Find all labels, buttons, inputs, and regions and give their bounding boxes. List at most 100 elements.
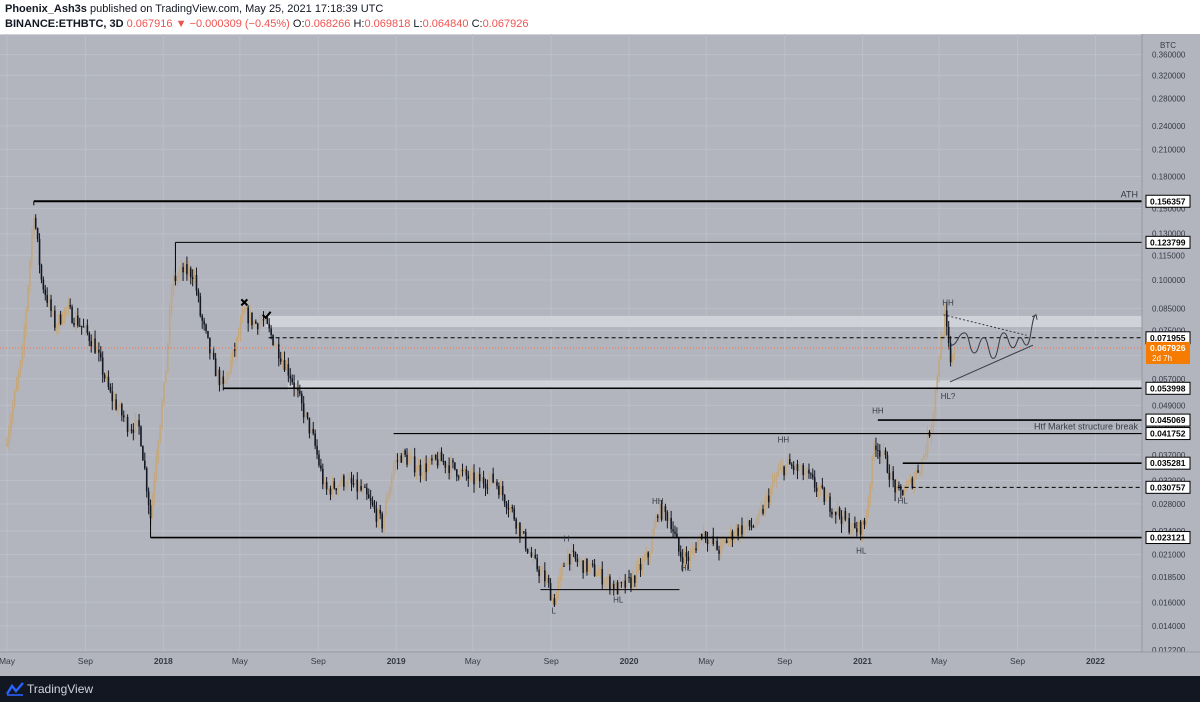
candle-body [52, 310, 54, 312]
candle-body [452, 460, 454, 463]
cross-marker-icon [240, 298, 249, 307]
published-text: published on TradingView.com, May 25, 20… [89, 3, 384, 15]
level-price-label: 0.045069 [1150, 415, 1186, 425]
candle-body [532, 554, 535, 557]
candle-body [15, 382, 18, 392]
candle-body [662, 506, 665, 520]
price-tick-label: 0.085000 [1152, 304, 1186, 313]
price-tick-label: 0.037000 [1152, 451, 1186, 460]
candle-body [894, 480, 896, 493]
check-marker-icon [261, 311, 272, 320]
current-price-tag [1146, 341, 1190, 364]
candle-body [637, 564, 640, 567]
candle-body [647, 552, 649, 558]
candle-body [781, 466, 783, 468]
candle-body [195, 275, 198, 291]
candle-body [417, 464, 420, 471]
candle-body [329, 488, 332, 495]
candle-body [794, 464, 797, 471]
candle-body [69, 305, 71, 307]
symbol-name[interactable]: BINANCE:ETHBTC, 3D [5, 18, 124, 30]
structure-label: HL [856, 547, 867, 556]
price-tick-label: 0.016000 [1152, 598, 1186, 607]
footer-brand[interactable]: TradingView [27, 682, 94, 696]
candle-body [364, 486, 366, 488]
candle-body [8, 431, 10, 445]
candle-body [421, 475, 424, 477]
publisher-name[interactable]: Phoenix_Ash3s [5, 3, 87, 15]
candle-body [632, 575, 634, 589]
candle-body [136, 420, 138, 422]
candle-body [563, 565, 565, 567]
candle-body [792, 466, 795, 471]
candle-body [193, 275, 196, 280]
candle-body [71, 306, 73, 324]
candle-body [431, 458, 433, 461]
candle-body [78, 325, 81, 327]
candle-body [256, 323, 259, 330]
candle-body [519, 522, 521, 537]
candle-body [503, 495, 506, 504]
candle-body [821, 485, 824, 488]
candle-body [513, 508, 516, 520]
candle-body [758, 513, 761, 517]
candle-body [745, 526, 747, 528]
candle-body [840, 516, 843, 524]
candle-body [358, 485, 360, 492]
candle-body [75, 315, 77, 326]
candle-body [544, 570, 546, 582]
candle-body [789, 459, 791, 465]
candle-body [490, 473, 493, 480]
candle-body [538, 569, 540, 577]
candle-body [410, 456, 412, 459]
supply-demand-zone [265, 315, 1143, 328]
candle-body [373, 504, 376, 509]
candle-body [42, 279, 45, 290]
candle-body [611, 583, 613, 591]
candle-body [521, 531, 523, 537]
candle-body [501, 485, 504, 496]
candle-body [243, 309, 246, 314]
structure-label: L [552, 607, 557, 616]
candle-body [760, 509, 762, 514]
last-price: 0.067916 [126, 18, 173, 30]
price-tick-label: 0.075000 [1152, 327, 1186, 336]
candle-body [679, 551, 682, 558]
candle-body [568, 554, 571, 565]
candle-body [415, 470, 418, 473]
candle-body [222, 376, 225, 384]
candle-body [130, 429, 133, 431]
candle-body [285, 364, 288, 371]
candle-body [197, 290, 200, 297]
candle-body [888, 472, 891, 480]
candle-body [655, 516, 657, 527]
candle-body [23, 330, 26, 349]
candle-body [343, 475, 345, 487]
candle-body [586, 558, 588, 572]
candle-body [299, 390, 301, 394]
candle-body [218, 369, 221, 386]
time-tick-label: Sep [1010, 656, 1025, 666]
candle-body [174, 275, 177, 282]
time-tick-label: May [232, 656, 249, 666]
candle-body [255, 321, 257, 324]
candle-body [333, 481, 336, 489]
level-price-tag [1145, 531, 1191, 545]
candle-body [140, 426, 142, 447]
candle-body [748, 520, 751, 527]
candle-body [260, 319, 263, 322]
price-tick-label: 0.014000 [1152, 622, 1186, 631]
candle-body [228, 372, 230, 374]
candle-body [833, 511, 835, 515]
candle-body [425, 463, 427, 473]
price-tick-label: 0.320000 [1152, 71, 1186, 80]
candle-body [371, 501, 374, 505]
candle-body [907, 481, 910, 485]
candle-body [656, 516, 659, 518]
candle-body [574, 552, 577, 559]
candle-body [186, 264, 188, 275]
candle-body [17, 373, 20, 383]
candle-body [926, 431, 929, 452]
candle-body [178, 272, 181, 277]
